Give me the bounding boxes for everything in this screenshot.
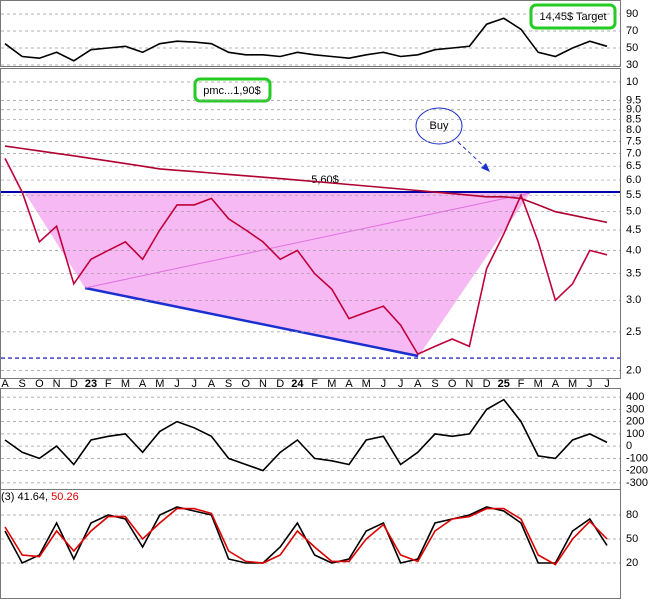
x-tick-label: M xyxy=(121,378,130,390)
y-tick-label: 3.0 xyxy=(626,294,641,306)
x-tick-label: D xyxy=(70,378,78,390)
x-tick-label: A xyxy=(345,378,353,390)
x-tick-label: M xyxy=(568,378,577,390)
y-tick-label: 2.0 xyxy=(626,365,641,377)
x-tick-label: F xyxy=(518,378,525,390)
pmc-box xyxy=(193,77,272,103)
series-line xyxy=(4,506,608,565)
y-tick-label: 50 xyxy=(626,42,638,54)
x-tick-label: J xyxy=(174,378,180,390)
trend-line xyxy=(84,192,531,289)
y-tick-label: 3.5 xyxy=(626,267,641,279)
x-tick-label: N xyxy=(465,378,473,390)
x-tick-label: A xyxy=(139,378,147,390)
y-tick-label: 4.0 xyxy=(626,244,641,256)
y-tick-label: 20 xyxy=(626,557,638,569)
y-tick-label: -300 xyxy=(626,477,648,489)
x-tick-label: 24 xyxy=(291,378,304,390)
y-tick-label: 8.0 xyxy=(626,124,641,136)
y-tick-label: 300 xyxy=(626,403,644,415)
stoch-label: (3) 41.64, 50.26 xyxy=(1,491,79,503)
y-tick-label: 0 xyxy=(626,440,632,452)
buy-arrowhead xyxy=(481,163,490,172)
y-tick-label: 100 xyxy=(626,428,644,440)
y-tick-label: 80 xyxy=(626,509,638,521)
stoch-d: 50.26 xyxy=(51,491,79,503)
y-tick-label: -100 xyxy=(626,452,648,464)
pmc-label: pmc...1,90$ xyxy=(203,85,260,97)
x-tick-label: M xyxy=(327,378,336,390)
y-tick-label: 10 xyxy=(626,76,638,88)
y-tick-label: 8.5 xyxy=(626,114,641,126)
series-line xyxy=(4,158,608,356)
y-tick-label: 30 xyxy=(626,59,638,71)
pattern-area xyxy=(25,193,530,357)
x-tick-label: A xyxy=(414,378,422,390)
series-line xyxy=(4,17,608,62)
y-tick-label: 9.5 xyxy=(626,94,641,106)
x-tick-label: M xyxy=(534,378,543,390)
x-tick-label: F xyxy=(105,378,112,390)
series-line xyxy=(4,507,608,566)
y-tick-label: 9.0 xyxy=(626,104,641,116)
y-tick-label: 7.5 xyxy=(626,135,641,147)
x-tick-label: A xyxy=(208,378,216,390)
x-tick-label: S xyxy=(225,378,232,390)
x-tick-label: M xyxy=(362,378,371,390)
y-tick-label: 400 xyxy=(626,391,644,403)
y-tick-label: 70 xyxy=(626,25,638,37)
y-tick-label: 6.0 xyxy=(626,174,641,186)
x-tick-label: J xyxy=(381,378,387,390)
buy-label: Buy xyxy=(430,120,449,132)
y-tick-label: -200 xyxy=(626,465,648,477)
x-tick-label: A xyxy=(552,378,560,390)
y-tick-label: 7.0 xyxy=(626,147,641,159)
y-tick-label: 5.0 xyxy=(626,206,641,218)
y-tick-label: 200 xyxy=(626,416,644,428)
x-tick-label: A xyxy=(1,378,9,390)
x-tick-label: N xyxy=(259,378,267,390)
x-tick-label: N xyxy=(53,378,61,390)
y-tick-label: 90 xyxy=(626,8,638,20)
y-tick-label: 50 xyxy=(626,533,638,545)
stoch-k: (3) 41.64, xyxy=(1,491,48,503)
x-tick-label: 25 xyxy=(498,378,510,390)
x-tick-label: F xyxy=(311,378,318,390)
x-tick-label: M xyxy=(155,378,164,390)
x-tick-label: O xyxy=(448,378,457,390)
x-tick-label: S xyxy=(19,378,26,390)
level-label: 5,60$ xyxy=(311,174,339,186)
x-tick-label: S xyxy=(431,378,438,390)
stoch-panel xyxy=(0,489,621,599)
trend-line xyxy=(84,286,419,358)
series-line xyxy=(4,145,608,224)
buy-ellipse xyxy=(415,107,463,145)
x-tick-label: J xyxy=(398,378,404,390)
target-label: 14,45$ Target xyxy=(539,11,606,23)
y-tick-label: 6.5 xyxy=(626,160,641,172)
target-box xyxy=(529,3,617,30)
y-tick-label: 2.5 xyxy=(626,326,641,338)
x-tick-label: 23 xyxy=(85,378,97,390)
y-tick-label: 4.5 xyxy=(626,224,641,236)
rsi-panel xyxy=(0,0,621,67)
x-tick-label: O xyxy=(242,378,251,390)
x-tick-label: J xyxy=(587,378,593,390)
x-tick-label: J xyxy=(604,378,610,390)
x-tick-label: J xyxy=(191,378,197,390)
x-tick-label: O xyxy=(35,378,44,390)
y-tick-label: 5.5 xyxy=(626,189,641,201)
series-line xyxy=(4,398,608,472)
x-tick-label: D xyxy=(483,378,491,390)
price-panel xyxy=(0,68,621,379)
x-tick-label: D xyxy=(276,378,284,390)
